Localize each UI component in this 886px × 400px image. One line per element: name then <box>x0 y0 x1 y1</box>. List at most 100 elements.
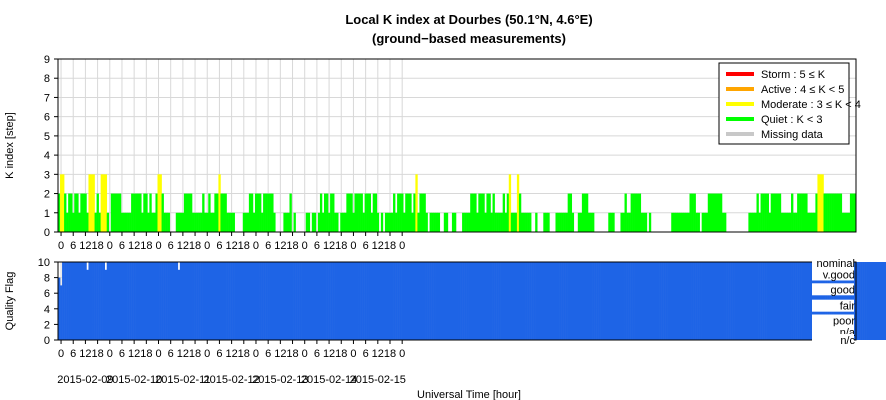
bar <box>147 262 150 340</box>
bar <box>110 193 114 232</box>
bar <box>342 212 345 232</box>
bar <box>328 262 331 340</box>
bar <box>175 212 179 232</box>
bar <box>453 212 457 232</box>
bar <box>634 193 638 232</box>
bar <box>650 262 654 340</box>
bar <box>185 262 189 340</box>
bar <box>813 212 816 232</box>
bar <box>293 262 296 340</box>
bar <box>433 212 436 232</box>
bar <box>135 193 138 232</box>
bar <box>382 262 386 340</box>
bar <box>358 193 361 232</box>
bar <box>151 212 154 232</box>
x-tick-label: 0 <box>204 240 210 252</box>
bar <box>192 262 195 340</box>
bar <box>289 193 292 232</box>
bar <box>705 262 709 340</box>
y-tick-label: 8 <box>44 73 50 85</box>
bar <box>344 212 347 232</box>
bar <box>378 262 382 340</box>
bar <box>673 262 676 340</box>
bar <box>697 212 700 232</box>
bar <box>336 262 339 340</box>
bar <box>476 212 479 232</box>
bar <box>853 262 857 340</box>
bar <box>496 262 499 340</box>
bar <box>200 212 203 232</box>
x-tick-label: 6 <box>70 240 76 252</box>
bar <box>514 212 518 232</box>
quality-level-label: n/c <box>840 335 855 347</box>
bar <box>880 262 883 340</box>
bar <box>581 193 585 232</box>
bar <box>246 212 250 232</box>
bar <box>868 262 871 340</box>
x-tick-label: 18 <box>238 240 250 252</box>
bar <box>429 262 432 340</box>
x-tick-label: 0 <box>58 348 64 360</box>
bar <box>263 193 266 232</box>
y-tick-label: 4 <box>44 150 50 162</box>
bar <box>529 262 532 340</box>
bar <box>833 193 836 232</box>
bar <box>98 212 101 232</box>
bar <box>845 212 849 232</box>
bar <box>545 262 548 340</box>
date-label: 2015-02-14 <box>301 374 357 386</box>
bar <box>575 262 579 340</box>
bar <box>602 262 605 340</box>
bar <box>667 262 670 340</box>
bar <box>518 193 522 232</box>
bar <box>68 193 71 232</box>
bar <box>273 212 276 232</box>
bar <box>267 193 270 232</box>
bar <box>340 262 343 340</box>
bar <box>301 262 304 340</box>
y-tick-label: 0 <box>44 227 50 239</box>
bar <box>774 193 778 232</box>
bar <box>230 262 233 340</box>
bar <box>399 193 402 232</box>
bar <box>462 262 465 340</box>
bar <box>872 262 875 340</box>
bar <box>579 262 583 340</box>
bar <box>265 262 268 340</box>
x-axis-label: Universal Time [hour] <box>417 389 521 400</box>
legend-label-quiet: Quiet : K < 3 <box>761 114 822 126</box>
bar <box>772 193 776 232</box>
bar <box>803 193 806 232</box>
bar <box>321 212 325 232</box>
bar <box>614 262 617 340</box>
bar <box>127 262 130 340</box>
bar <box>624 262 627 340</box>
bar <box>157 262 160 340</box>
bar <box>512 262 516 340</box>
bar <box>561 262 564 340</box>
bar <box>368 262 372 340</box>
bar <box>559 212 562 232</box>
bar <box>719 262 723 340</box>
bar <box>388 262 392 340</box>
bar <box>500 262 503 340</box>
bar <box>856 262 859 340</box>
bar <box>884 262 886 340</box>
bar <box>652 262 656 340</box>
bar <box>478 262 481 340</box>
bar <box>167 212 170 232</box>
bar <box>764 193 767 232</box>
bar <box>70 262 73 340</box>
bar <box>557 262 560 340</box>
bar <box>340 212 343 232</box>
bar <box>488 193 491 232</box>
bar <box>395 212 398 232</box>
bar <box>437 262 441 340</box>
bar <box>610 212 613 232</box>
bar <box>131 262 134 340</box>
y-tick-label: 2 <box>44 319 50 331</box>
bar <box>512 212 516 232</box>
bar <box>232 212 235 232</box>
bar <box>122 262 126 340</box>
bar <box>129 262 132 340</box>
